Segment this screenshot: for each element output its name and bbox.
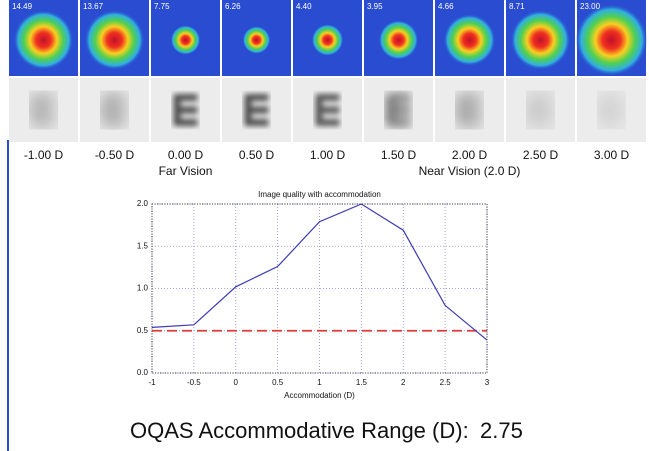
e-stroke [600, 94, 624, 101]
chart-title: Image quality with accommodation [258, 190, 381, 199]
panels: 14.49 -1.00 D 13.67 -0.50 D 7.75 0.00 D Far Vi… [9, 0, 648, 178]
psf-value: 14.49 [12, 2, 33, 11]
letter-e [32, 94, 56, 126]
footer-label: OQAS Accommodative Range (D): [130, 418, 469, 443]
defocus-label: 1.50 D [381, 148, 417, 162]
e-stroke [245, 119, 269, 126]
e-stroke [529, 107, 553, 114]
psf-value: 4.66 [438, 2, 454, 11]
e-stroke [103, 107, 127, 114]
e-stroke [387, 119, 411, 126]
psf-value: 8.71 [509, 2, 525, 11]
e-stroke [103, 94, 127, 101]
psf-spot [576, 4, 648, 76]
psf-value: 4.40 [296, 2, 312, 11]
x-tick-label: -0.5 [187, 378, 201, 387]
letter-e [458, 94, 482, 126]
psf-spot [444, 14, 496, 66]
letter-e [387, 94, 411, 126]
chart: Image quality with accommodation Accommod… [137, 190, 490, 400]
vision-label: Far Vision [159, 164, 213, 178]
y-tick-label: 1.0 [137, 284, 149, 293]
psf-spot [379, 20, 419, 60]
e-stroke [174, 94, 198, 101]
psf-value: 6.26 [225, 2, 241, 11]
letter-e [600, 94, 624, 126]
x-tick-label: -1 [148, 378, 156, 387]
x-tick-label: 0 [234, 378, 239, 387]
x-tick-label: 0.5 [272, 378, 284, 387]
e-stroke [32, 119, 56, 126]
y-tick-label: 0.5 [137, 326, 149, 335]
letter-e [529, 94, 553, 126]
letter-e [103, 94, 127, 126]
psf-spot [312, 24, 344, 56]
data-line [152, 204, 487, 340]
x-tick-label: 2 [401, 378, 406, 387]
x-tick-label: 3 [485, 378, 490, 387]
psf-value: 13.67 [83, 2, 104, 11]
defocus-label: 2.50 D [523, 148, 559, 162]
defocus-label: 3.00 D [594, 148, 630, 162]
defocus-label: 0.00 D [168, 148, 204, 162]
e-stroke [600, 119, 624, 126]
e-stroke [316, 119, 340, 126]
e-stroke [458, 119, 482, 126]
psf-value: 23.00 [580, 2, 601, 11]
psf-spot [14, 10, 74, 70]
psf-spot [85, 10, 145, 70]
psf-spot [511, 10, 571, 70]
e-stroke [458, 94, 482, 101]
e-stroke [32, 107, 56, 114]
y-tick-label: 0.0 [137, 368, 149, 377]
x-tick-label: 2.5 [440, 378, 452, 387]
e-stroke [529, 119, 553, 126]
defocus-label: -1.00 D [24, 148, 64, 162]
e-stroke [32, 94, 56, 101]
defocus-label: 0.50 D [239, 148, 275, 162]
e-stroke [174, 107, 198, 114]
e-stroke [458, 107, 482, 114]
letter-e [245, 94, 269, 126]
letter-e [316, 94, 340, 126]
defocus-label: -0.50 D [95, 148, 135, 162]
e-stroke [387, 94, 411, 101]
e-stroke [529, 94, 553, 101]
defocus-label: 1.00 D [310, 148, 346, 162]
screen: 14.49 -1.00 D 13.67 -0.50 D 7.75 0.00 D Far Vi… [0, 0, 649, 451]
defocus-label: 2.00 D [452, 148, 488, 162]
vision-label: Near Vision (2.0 D) [419, 164, 521, 178]
psf-spot [243, 26, 271, 54]
psf-spot [171, 25, 201, 55]
x-tick-label: 1 [317, 378, 322, 387]
e-stroke [245, 94, 269, 101]
e-stroke [600, 107, 624, 114]
e-stroke [316, 94, 340, 101]
psf-value: 3.95 [367, 2, 383, 11]
x-axis-label: Accommodation (D) [284, 391, 355, 400]
e-stroke [174, 119, 198, 126]
e-stroke [245, 107, 269, 114]
footer-value: 2.75 [480, 418, 523, 443]
e-stroke [316, 107, 340, 114]
e-stroke [103, 119, 127, 126]
y-tick-label: 1.5 [137, 241, 149, 250]
y-tick-label: 2.0 [137, 199, 149, 208]
psf-value: 7.75 [154, 2, 170, 11]
x-tick-label: 1.5 [356, 378, 368, 387]
e-stroke [387, 107, 411, 114]
letter-e [174, 94, 198, 126]
